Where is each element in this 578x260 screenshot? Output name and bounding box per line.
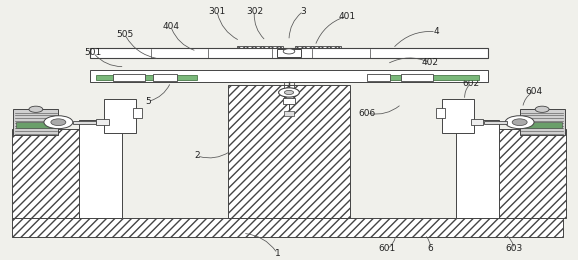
Circle shape	[512, 119, 527, 126]
Bar	[484, 121, 507, 124]
Bar	[465, 129, 566, 218]
Text: 301: 301	[208, 6, 225, 16]
Text: 604: 604	[525, 87, 543, 96]
Bar	[90, 48, 488, 57]
Bar	[134, 108, 142, 118]
Bar	[520, 109, 565, 135]
Circle shape	[505, 116, 534, 129]
Bar	[283, 98, 295, 104]
Bar	[295, 46, 341, 53]
Circle shape	[279, 88, 299, 97]
Bar	[16, 122, 55, 128]
Bar	[228, 85, 350, 218]
Bar	[12, 129, 113, 218]
Circle shape	[284, 90, 294, 95]
Circle shape	[283, 49, 295, 54]
Text: 602: 602	[462, 79, 479, 88]
Text: 302: 302	[246, 6, 263, 16]
Text: 402: 402	[422, 58, 439, 67]
Bar	[436, 108, 444, 118]
Text: 606: 606	[358, 109, 376, 118]
Bar	[470, 119, 483, 125]
Text: 404: 404	[162, 22, 179, 31]
Text: 3: 3	[301, 6, 306, 16]
Text: 501: 501	[84, 48, 102, 57]
Bar	[523, 122, 562, 128]
Bar	[113, 74, 145, 81]
Bar	[102, 48, 476, 53]
Bar	[154, 74, 176, 81]
Text: 603: 603	[505, 244, 523, 253]
Circle shape	[29, 106, 43, 112]
Text: 4: 4	[434, 27, 439, 36]
Text: 5: 5	[145, 97, 151, 106]
Bar	[12, 218, 563, 237]
Bar	[277, 49, 301, 57]
Bar	[237, 46, 283, 53]
Bar	[379, 75, 479, 80]
Circle shape	[51, 119, 66, 126]
Bar	[13, 109, 58, 135]
Bar	[79, 120, 122, 218]
Bar	[367, 74, 390, 81]
Bar	[442, 99, 473, 133]
Bar	[284, 110, 294, 116]
Bar	[73, 121, 96, 124]
Circle shape	[44, 116, 73, 129]
Circle shape	[535, 106, 549, 112]
Text: 1: 1	[275, 249, 280, 258]
Text: 401: 401	[338, 12, 355, 21]
Bar	[402, 74, 433, 81]
Bar	[105, 99, 136, 133]
Text: 505: 505	[116, 30, 134, 39]
Bar	[90, 70, 488, 82]
Text: 601: 601	[379, 244, 396, 253]
Bar	[456, 120, 499, 218]
Text: 2: 2	[194, 151, 199, 160]
Bar	[96, 75, 197, 80]
Text: 6: 6	[427, 244, 433, 253]
Bar	[96, 119, 109, 125]
